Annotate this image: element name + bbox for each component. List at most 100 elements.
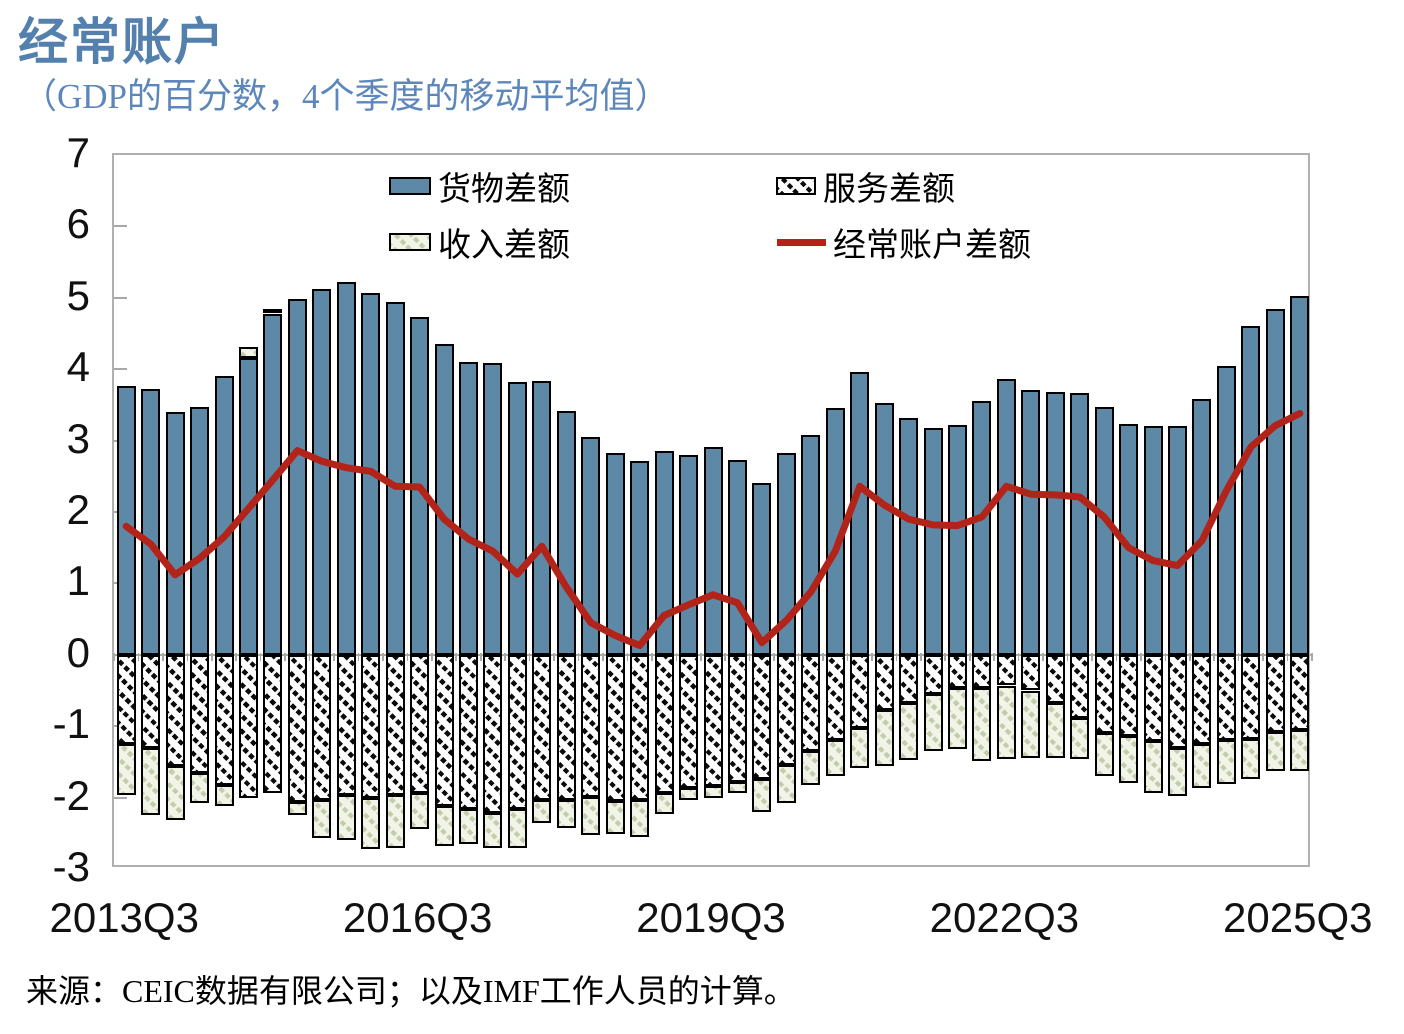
x-tick-label: 2016Q3 [342,894,493,941]
bar-income-segment [1119,736,1139,783]
legend-services-label: 服务差额 [823,172,955,208]
bar-services-segment [1045,654,1065,703]
bar-income-segment [1290,730,1310,772]
category-tick-mark [235,652,238,661]
category-tick-mark [651,652,653,661]
bar-income-segment [801,751,821,786]
bar-goods-segment [996,379,1016,655]
category-tick-mark [1311,652,1313,661]
bar-goods-segment [1021,389,1041,655]
legend-item-current-account: 经常账户差额 [777,224,1031,264]
bar-income-segment [287,801,307,816]
bar-services-segment [141,654,161,748]
bar-goods-segment [1143,425,1163,655]
category-tick-mark [259,652,262,661]
bar-services-segment [507,654,527,810]
y-tick-label: 6 [66,200,90,248]
bar-services-segment [1241,654,1261,740]
bar-income-segment [214,784,234,807]
bar-income-segment [1021,690,1041,758]
category-tick-mark [553,652,555,661]
bar-services-segment [654,654,674,793]
chart-plot-area [112,153,1313,867]
legend-current-account-label: 经常账户差额 [833,228,1031,264]
y-tick-label: -1 [52,700,90,748]
bar-income-segment [972,688,992,762]
category-tick-mark [871,652,873,661]
category-tick-mark [1262,652,1264,661]
bar-services-segment [996,654,1016,686]
bar-income-segment [1143,741,1163,793]
bar-income-segment [141,747,161,815]
bar-income-segment [1168,748,1188,797]
bar-services-segment [165,654,185,767]
bar-income-segment [1094,733,1114,777]
bar-income-segment [996,685,1016,760]
bar-goods-segment [532,380,552,655]
bar-goods-segment [1290,295,1310,655]
category-tick-mark [504,652,506,661]
category-tick-mark [357,652,360,661]
bar-services-segment [532,654,552,801]
services-swatch-icon [776,177,816,195]
bar-income-segment [1192,744,1212,788]
bar-goods-segment [1168,425,1188,655]
bar-income-segment [532,800,552,823]
category-tick-mark [724,652,727,661]
bar-income-segment [459,809,478,844]
y-tick-label: -3 [52,843,90,890]
bar-goods-segment [1070,393,1090,655]
category-tick-mark [284,652,286,661]
bar-services-segment [1265,654,1285,732]
bar-services-segment [434,654,454,807]
bar-income-segment [483,812,503,848]
bar-income-segment [1241,739,1261,780]
bar-services-segment [605,654,625,802]
x-tick-label: 2025Q3 [1223,894,1373,941]
legend-income-label: 收入差额 [438,228,570,264]
bar-services-segment [972,654,992,689]
bar-goods-segment [703,447,723,655]
chart-subtitle: （GDP的百分数，4个季度的移动平均值） [22,77,670,116]
y-tick-label: 7 [66,129,90,176]
y-tick-label: 1 [66,557,90,605]
y-tick-label: -2 [52,771,90,819]
bar-services-segment [116,654,136,745]
bar-services-segment [361,654,381,798]
y-tick-mark [114,368,127,371]
category-tick-mark [113,652,115,661]
bar-goods-segment [214,375,234,655]
bar-income-segment [116,744,136,796]
y-tick-label: 4 [66,343,90,391]
x-tick-label: 2013Q3 [49,894,199,941]
bar-services-segment [1119,654,1139,737]
bar-goods-segment [874,403,894,655]
category-tick-mark [846,652,849,661]
category-tick-mark [479,652,482,661]
bar-goods-segment [312,289,332,655]
bar-income-segment [556,800,576,828]
bar-goods-segment [1265,308,1285,655]
y-tick-label: 0 [66,628,90,676]
category-tick-mark [1066,652,1069,661]
bar-income-segment [385,795,405,848]
x-tick-label: 2022Q3 [929,894,1080,941]
bar-income-segment [1265,731,1285,772]
bar-services-segment [727,654,747,782]
zero-axis-line [114,653,1312,656]
bar-services-segment [1021,654,1041,691]
bar-income-segment [727,781,747,794]
category-tick-mark [968,652,971,661]
category-tick-mark [1017,652,1020,661]
category-tick-mark [822,652,824,661]
bar-services-segment [1143,654,1163,742]
bar-services-segment [581,654,601,797]
bar-goods-segment [581,437,601,655]
bar-income-segment [703,786,723,798]
bar-services-segment [752,654,772,780]
bar-income-segment [263,308,283,314]
bar-income-segment [654,792,674,814]
bar-services-segment [1094,654,1114,734]
bar-services-segment [947,654,967,689]
bar-goods-segment [630,460,650,655]
